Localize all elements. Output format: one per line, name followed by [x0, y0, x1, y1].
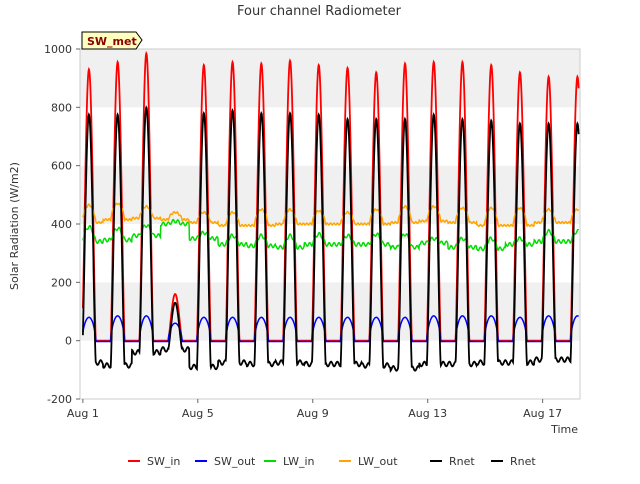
site-badge-box [81, 31, 143, 50]
series-layer [82, 50, 580, 373]
y-axis-label: Solar Radiation (W/m2) [8, 162, 21, 290]
series-line-rnet [82, 105, 580, 373]
x-tick-label: Aug 13 [408, 407, 447, 420]
x-axis-label: Time [550, 423, 578, 436]
x-tick-label: Aug 1 [67, 407, 99, 420]
y-tick-label: -200 [47, 393, 72, 406]
y-tick-label: 600 [51, 160, 72, 173]
site-badge: SW_met [81, 31, 143, 50]
y-tick-label: 400 [51, 218, 72, 231]
y-tick-label: 1000 [44, 43, 72, 56]
legend-label: SW_in [147, 455, 180, 468]
x-tick-label: Aug 5 [182, 407, 214, 420]
background-band [80, 224, 580, 283]
background-band [80, 282, 580, 341]
legend-label: SW_out [214, 455, 256, 468]
legend-item: Rnet [491, 455, 536, 468]
legend-label: LW_in [283, 455, 315, 468]
background-band [80, 107, 580, 166]
site-badge-label: SW_met [87, 35, 137, 48]
x-axis-ticks: Aug 1 Aug 5 Aug 9 Aug 13 Aug 17 [67, 399, 562, 420]
legend-label: Rnet [510, 455, 536, 468]
background-band [80, 340, 580, 399]
y-axis-ticks: -200 0 200 400 600 800 1000 [44, 43, 80, 406]
legend-item: SW_in [128, 455, 180, 468]
series-line-sw_out [82, 315, 580, 343]
chart-title: Four channel Radiometer [237, 4, 402, 19]
legend: SW_in SW_out LW_in LW_out Rnet Rnet [128, 455, 536, 468]
background-band [80, 49, 580, 108]
y-tick-label: 800 [51, 101, 72, 114]
legend-item: LW_out [339, 455, 398, 468]
x-tick-label: Aug 9 [297, 407, 329, 420]
legend-item: Rnet [430, 455, 475, 468]
y-tick-label: 200 [51, 276, 72, 289]
y-tick-label: 0 [65, 335, 72, 348]
legend-label: LW_out [358, 455, 398, 468]
legend-item: SW_out [195, 455, 256, 468]
series-line-lw_out [82, 202, 580, 228]
legend-label: Rnet [449, 455, 475, 468]
x-tick-label: Aug 17 [523, 407, 562, 420]
legend-item: LW_in [264, 455, 315, 468]
background-band [80, 165, 580, 224]
